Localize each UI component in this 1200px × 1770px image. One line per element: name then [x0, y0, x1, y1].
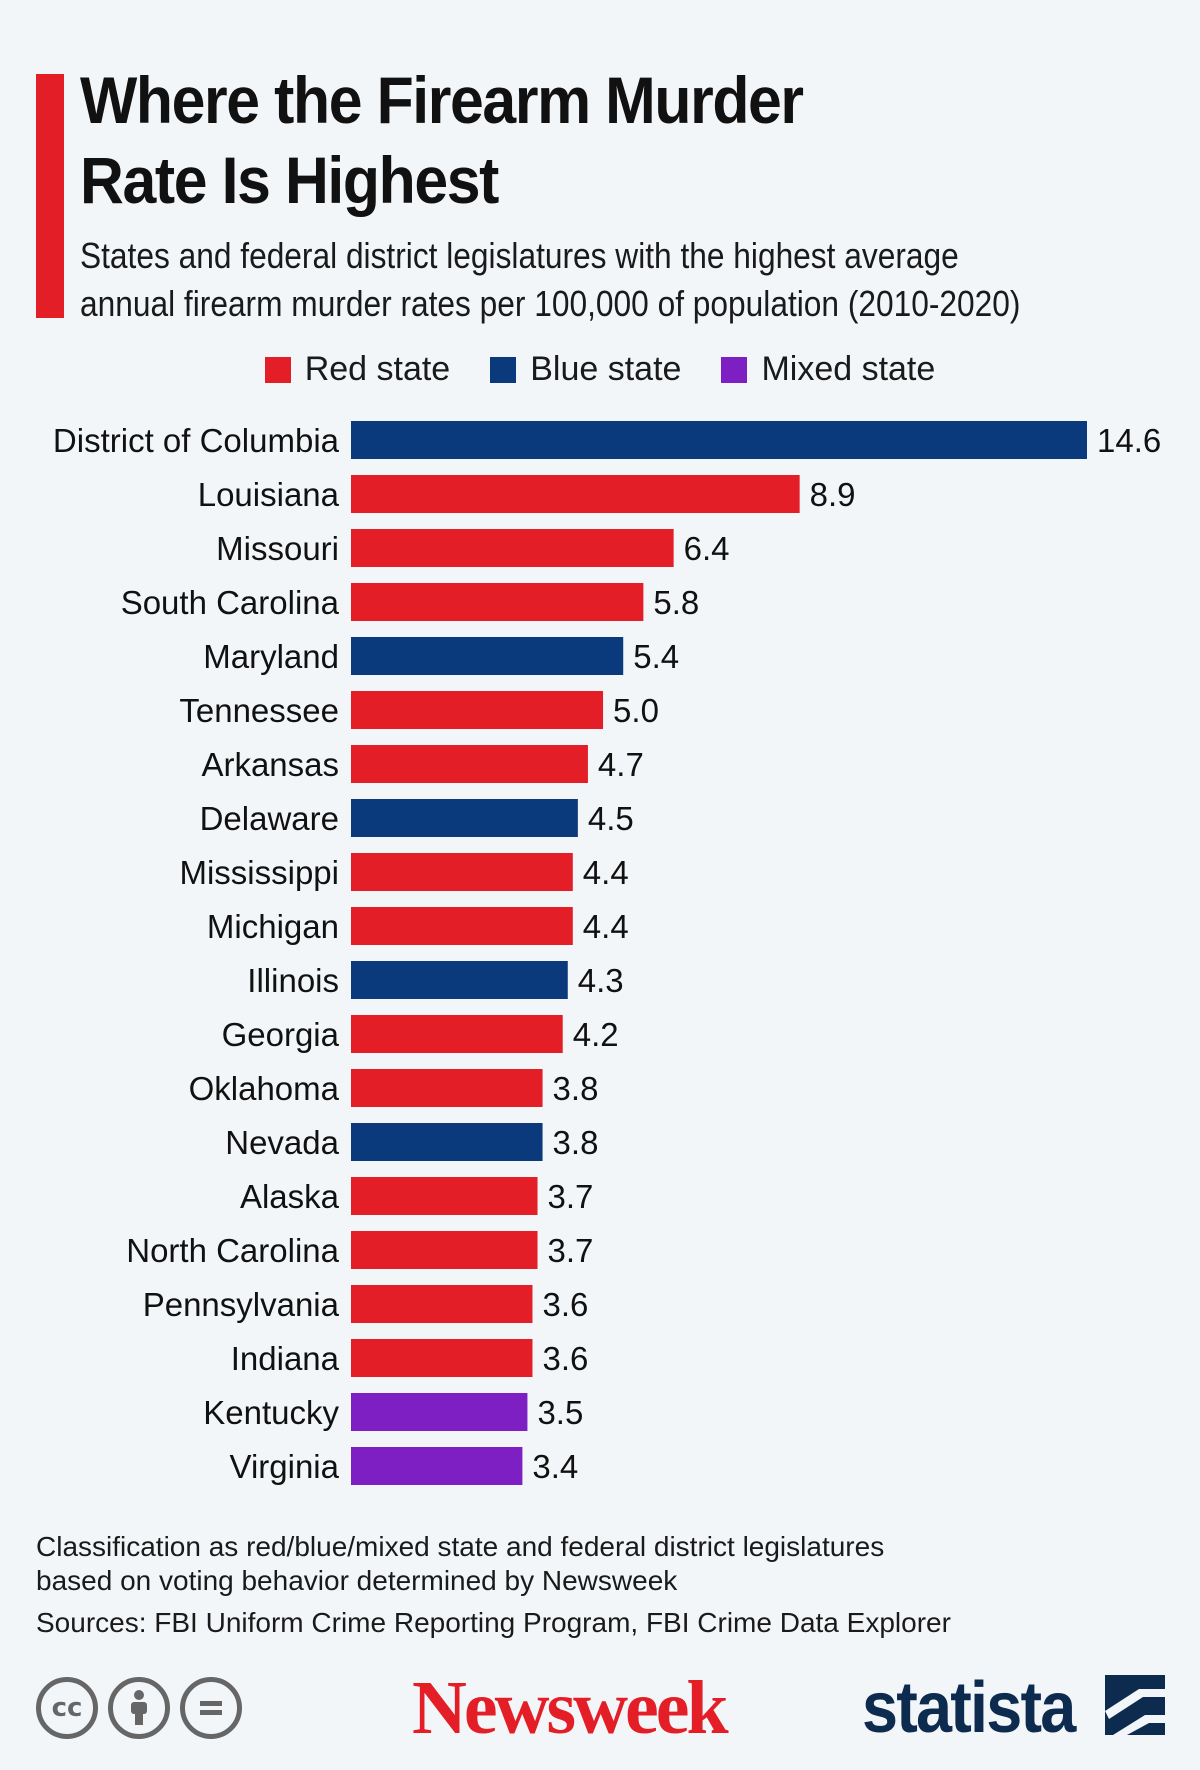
legend-swatch-red [264, 356, 291, 383]
value-label: 5.4 [633, 638, 679, 675]
attribution-icon [108, 1677, 170, 1739]
legend-swatch-mixed [721, 356, 748, 383]
value-label: 4.4 [583, 908, 629, 945]
value-label: 3.6 [542, 1286, 588, 1323]
legend-label-blue: Blue state [530, 350, 682, 388]
chart-subtitle-line-1: States and federal district legislatures… [80, 235, 959, 276]
value-label: 4.4 [583, 854, 629, 891]
value-label: 3.7 [548, 1178, 594, 1215]
newsweek-logo: Newsweek [412, 1666, 729, 1750]
category-label: Illinois [247, 962, 339, 999]
value-label: 3.7 [548, 1232, 594, 1269]
legend-swatch-blue [490, 356, 517, 383]
bar-alaska [351, 1177, 538, 1215]
category-label: Mississippi [179, 854, 339, 891]
chart-subtitle-line-2: annual firearm murder rates per 100,000 … [80, 283, 1021, 324]
value-label: 4.3 [578, 962, 624, 999]
legend-label-mixed: Mixed state [761, 350, 936, 388]
value-label: 4.2 [573, 1016, 619, 1053]
sources-note: Sources: FBI Uniform Crime Reporting Pro… [36, 1607, 951, 1638]
statista-logo: statista [862, 1668, 1076, 1748]
bar-pennsylvania [351, 1285, 533, 1323]
bar-chart: District of Columbia 14.6 Louisiana 8.9 Miss… [53, 421, 1161, 1485]
statista-mark-icon [1105, 1675, 1165, 1735]
category-label: Tennessee [179, 692, 339, 729]
equals-glyph-icon [200, 1701, 222, 1715]
title-accent-bar [36, 74, 64, 318]
legend-label-red: Red state [304, 350, 451, 388]
classification-note-line-1: Classification as red/blue/mixed state a… [36, 1531, 885, 1562]
bar-tennessee [351, 691, 604, 729]
bar-arkansas [351, 745, 588, 783]
chart-legend: Red state Blue state Mixed state [0, 350, 1200, 389]
legend-item-blue: Blue state [490, 350, 681, 389]
category-label: Arkansas [201, 746, 339, 783]
category-label: North Carolina [126, 1232, 339, 1269]
bar-mississippi [351, 853, 573, 891]
value-label: 8.9 [810, 476, 856, 513]
bar-kentucky [351, 1393, 528, 1431]
category-label: Indiana [231, 1340, 340, 1377]
bar-south-carolina [351, 583, 644, 621]
bar-indiana [351, 1339, 533, 1377]
bar-nevada [351, 1123, 543, 1161]
category-label: Alaska [240, 1178, 340, 1215]
category-label: South Carolina [121, 584, 340, 621]
value-label: 5.0 [613, 692, 659, 729]
bar-delaware [351, 799, 578, 837]
value-label: 3.5 [537, 1394, 583, 1431]
value-label: 5.8 [653, 584, 699, 621]
value-label: 6.4 [684, 530, 730, 567]
category-label: Pennsylvania [143, 1286, 340, 1323]
classification-note-line-2: based on voting behavior determined by N… [36, 1565, 678, 1596]
bar-illinois [351, 961, 568, 999]
no-derivatives-icon [180, 1677, 242, 1739]
bar-maryland [351, 637, 624, 675]
creative-commons-icon: cc [36, 1677, 98, 1739]
person-glyph-icon [131, 1690, 147, 1725]
chart-title: Where the Firearm Murder Rate Is Highest [80, 60, 1000, 220]
bar-oklahoma [351, 1069, 543, 1107]
legend-item-mixed: Mixed state [721, 350, 935, 389]
category-label: Oklahoma [189, 1070, 340, 1107]
bar-north-carolina [351, 1231, 538, 1269]
value-label: 3.6 [542, 1340, 588, 1377]
bar-missouri [351, 529, 674, 567]
category-label: Nevada [225, 1124, 339, 1161]
category-label: Michigan [207, 908, 339, 945]
bar-virginia [351, 1447, 523, 1485]
bar-louisiana [351, 475, 800, 513]
category-label: Kentucky [203, 1394, 339, 1431]
category-label: District of Columbia [53, 422, 340, 459]
chart-subtitle: States and federal district legislatures… [80, 232, 1101, 328]
value-label: 3.8 [553, 1070, 599, 1107]
category-label: Louisiana [198, 476, 340, 513]
legend-item-red: Red state [264, 350, 451, 389]
classification-note: Classification as red/blue/mixed state a… [36, 1530, 1176, 1598]
category-label: Virginia [230, 1448, 340, 1485]
chart-title-line-2: Rate Is Highest [80, 143, 499, 217]
value-label: 4.7 [598, 746, 644, 783]
chart-title-line-1: Where the Firearm Murder [80, 63, 804, 137]
value-label: 14.6 [1097, 422, 1161, 459]
category-label: Georgia [222, 1016, 340, 1053]
bar-district-of-columbia [351, 421, 1087, 459]
footer-logos: cc Newsweek statista [0, 1665, 1200, 1750]
category-label: Missouri [216, 530, 339, 567]
value-label: 3.8 [553, 1124, 599, 1161]
bar-michigan [351, 907, 573, 945]
value-label: 3.4 [532, 1448, 578, 1485]
category-label: Maryland [203, 638, 339, 675]
value-label: 4.5 [588, 800, 634, 837]
bar-georgia [351, 1015, 563, 1053]
category-label: Delaware [200, 800, 339, 837]
